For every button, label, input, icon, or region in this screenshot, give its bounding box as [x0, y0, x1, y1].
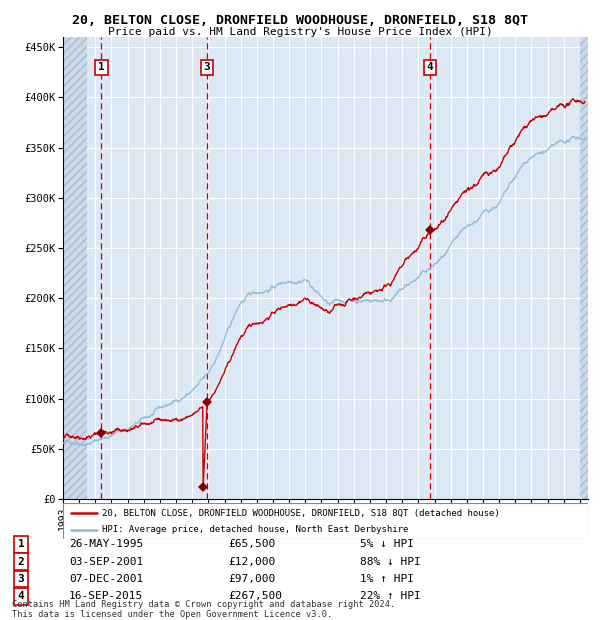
Text: 88% ↓ HPI: 88% ↓ HPI: [360, 557, 421, 567]
Text: £65,500: £65,500: [228, 539, 275, 549]
Text: 20, BELTON CLOSE, DRONFIELD WOODHOUSE, DRONFIELD, S18 8QT: 20, BELTON CLOSE, DRONFIELD WOODHOUSE, D…: [72, 14, 528, 27]
Text: 20, BELTON CLOSE, DRONFIELD WOODHOUSE, DRONFIELD, S18 8QT (detached house): 20, BELTON CLOSE, DRONFIELD WOODHOUSE, D…: [103, 508, 500, 518]
Text: Price paid vs. HM Land Registry's House Price Index (HPI): Price paid vs. HM Land Registry's House …: [107, 27, 493, 37]
Text: 07-DEC-2001: 07-DEC-2001: [69, 574, 143, 584]
Text: £267,500: £267,500: [228, 591, 282, 601]
Text: 2: 2: [17, 557, 25, 567]
Text: £12,000: £12,000: [228, 557, 275, 567]
Text: 1% ↑ HPI: 1% ↑ HPI: [360, 574, 414, 584]
Text: 1: 1: [98, 63, 105, 73]
FancyBboxPatch shape: [63, 503, 588, 539]
Text: 26-MAY-1995: 26-MAY-1995: [69, 539, 143, 549]
Bar: [63, 37, 87, 499]
Text: 3: 3: [17, 574, 25, 584]
Text: £97,000: £97,000: [228, 574, 275, 584]
Bar: [580, 37, 588, 499]
Text: HPI: Average price, detached house, North East Derbyshire: HPI: Average price, detached house, Nort…: [103, 525, 409, 534]
Text: 5% ↓ HPI: 5% ↓ HPI: [360, 539, 414, 549]
Text: 4: 4: [427, 63, 433, 73]
Text: 16-SEP-2015: 16-SEP-2015: [69, 591, 143, 601]
Text: 22% ↑ HPI: 22% ↑ HPI: [360, 591, 421, 601]
Text: 03-SEP-2001: 03-SEP-2001: [69, 557, 143, 567]
Text: 4: 4: [17, 591, 25, 601]
Text: Contains HM Land Registry data © Crown copyright and database right 2024.
This d: Contains HM Land Registry data © Crown c…: [12, 600, 395, 619]
Text: 3: 3: [204, 63, 211, 73]
Text: 1: 1: [17, 539, 25, 549]
